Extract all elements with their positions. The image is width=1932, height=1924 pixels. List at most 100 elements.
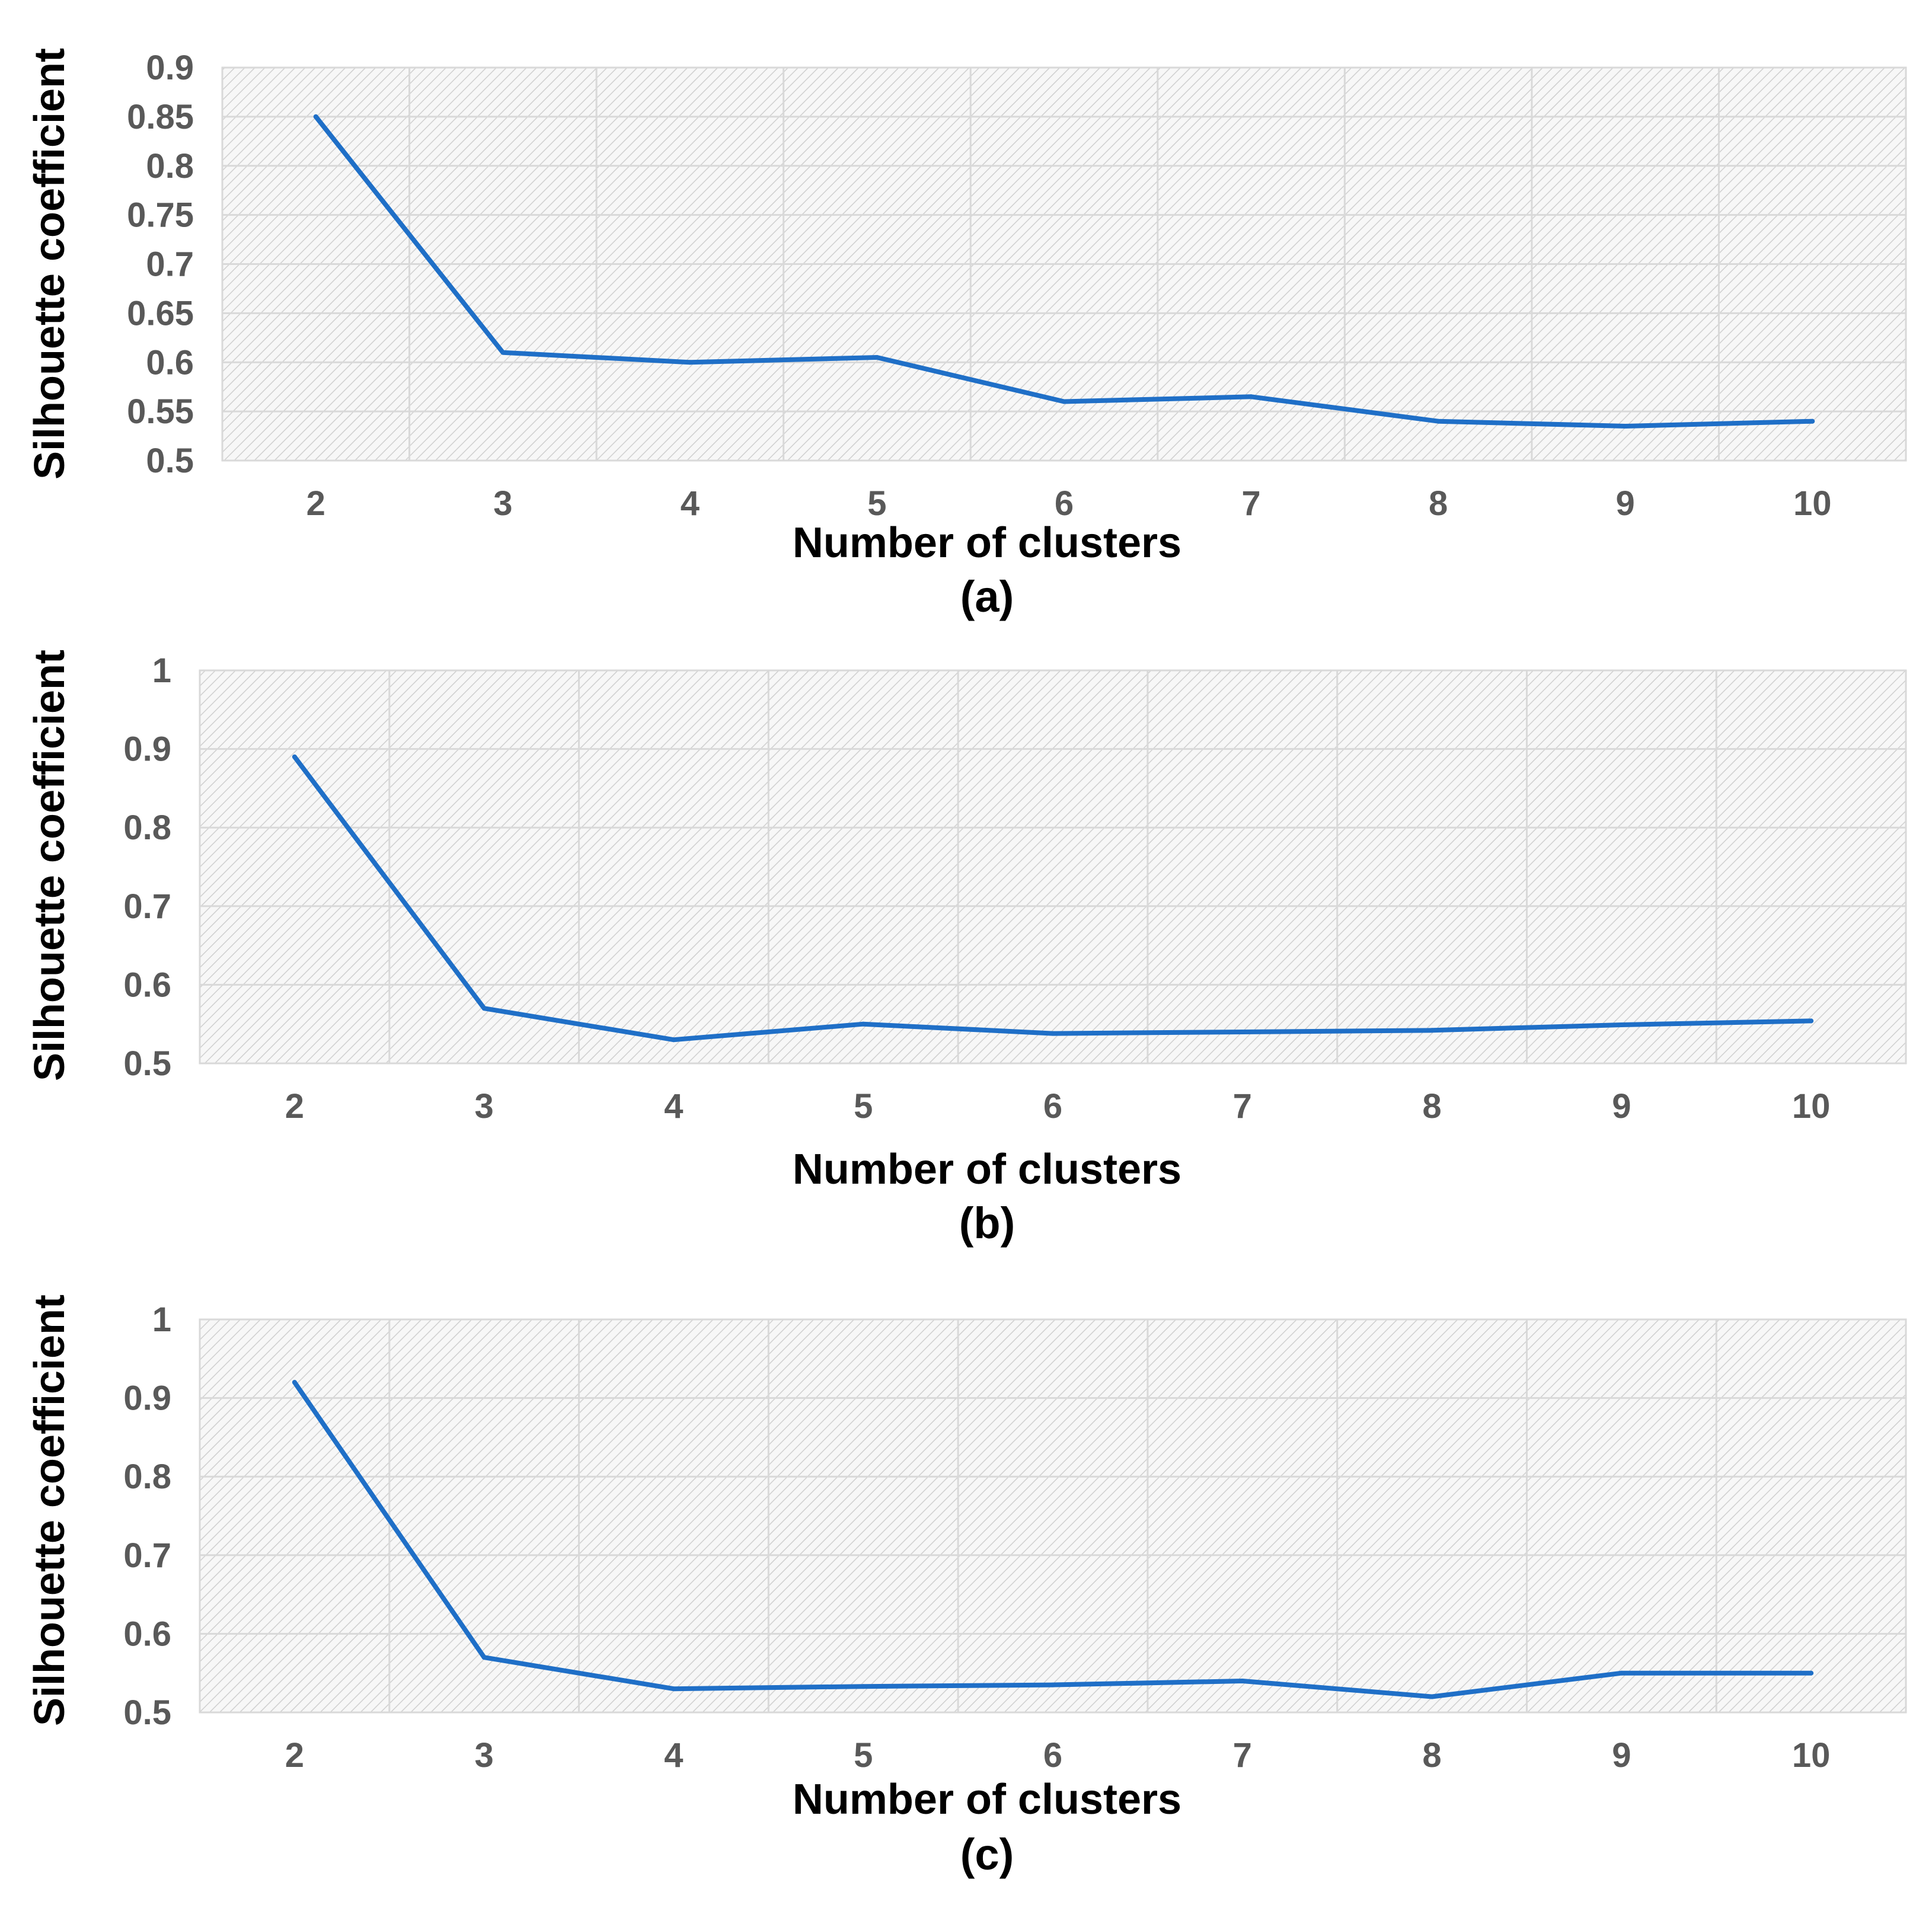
x-tick-label-a: 4 [681,484,700,523]
data-point-c [1809,1670,1814,1676]
y-tick-label-b: 0.6 [123,966,171,1004]
data-point-a [1062,399,1066,404]
x-tick-labels-a: 2 3 4 5 6 7 8 9 10 [306,484,1832,523]
x-tick-label-c: 9 [1612,1736,1631,1775]
data-point-b [861,1021,866,1027]
data-point-a [500,350,506,355]
x-tick-label-b: 8 [1422,1087,1441,1126]
data-point-a [1436,418,1441,424]
x-tick-label-c: 3 [475,1736,494,1775]
series-line-b [292,754,1814,1043]
y-axis-title-a: Silhouette coefficient [26,48,74,480]
data-point-c [481,1655,487,1660]
y-tick-label-b: 0.5 [123,1044,171,1083]
data-point-a [1248,394,1254,399]
data-point-b [1619,1022,1624,1028]
plot-area-c [200,1319,1906,1712]
y-tick-label-b: 0.7 [123,887,171,926]
x-tick-label-a: 3 [493,484,512,523]
data-point-a [1623,423,1628,429]
y-tick-label-a: 0.65 [127,294,194,333]
chart-panel-a: 0.5 0.55 0.6 0.65 0.7 0.75 0.8 0.85 0.9 2 3 4 5 6 7 8 9… [26,48,1907,621]
plot-area-b [200,670,1906,1063]
data-point-b [671,1037,676,1043]
data-point-c [1240,1678,1245,1683]
x-tick-label-b: 3 [475,1087,494,1126]
data-point-b [1429,1028,1435,1033]
data-point-b [1809,1018,1814,1024]
data-point-c [1429,1694,1435,1699]
x-tick-label-a: 9 [1616,484,1635,523]
panel-label-c: (c) [960,1830,1014,1879]
series-line-c [292,1380,1814,1699]
plot-border-b [199,669,1907,1065]
y-tick-label-c: 1 [152,1300,171,1339]
x-tick-label-c: 2 [285,1736,304,1775]
x-tick-label-c: 10 [1792,1736,1831,1775]
x-axis-title-b: Number of clusters [793,1146,1181,1193]
x-tick-label-b: 7 [1233,1087,1252,1126]
data-point-b [1050,1031,1055,1036]
x-tick-label-c: 5 [854,1736,873,1775]
x-tick-label-b: 2 [285,1087,304,1126]
y-tick-label-a: 0.6 [146,343,194,382]
data-point-a [874,354,880,360]
plot-border-c [199,1318,1907,1714]
y-tick-label-a: 0.9 [146,49,194,87]
data-point-a [313,114,318,119]
y-tick-label-a: 0.75 [127,196,194,235]
x-tick-label-b: 6 [1043,1087,1062,1126]
x-tick-label-c: 6 [1043,1736,1062,1775]
x-axis-title-a: Number of clusters [793,519,1181,567]
data-point-b [481,1006,487,1011]
x-tick-label-c: 4 [664,1736,683,1775]
y-tick-label-a: 0.5 [146,442,194,480]
panel-label-a: (a) [960,572,1014,621]
x-tick-label-a: 7 [1241,484,1260,523]
y-axis-title-b: Silhouette coefficient [26,650,74,1081]
series-line-a [313,114,1815,429]
x-tick-label-a: 2 [306,484,325,523]
y-tick-label-c: 0.9 [123,1379,171,1418]
data-point-c [861,1684,866,1689]
x-tick-label-b: 5 [854,1087,873,1126]
x-tick-label-a: 5 [867,484,886,523]
x-tick-labels-c: 2 3 4 5 6 7 8 9 10 [285,1736,1831,1775]
x-tick-label-c: 8 [1422,1736,1441,1775]
chart-panel-b: 0.5 0.6 0.7 0.8 0.9 1 2 3 4 5 6 7 8 9 10 Silhouette c… [26,650,1907,1248]
x-tick-label-a: 10 [1793,484,1832,523]
panel-label-b: (b) [959,1198,1016,1248]
y-tick-labels-a: 0.5 0.55 0.6 0.65 0.7 0.75 0.8 0.85 0.9 [127,49,194,480]
data-point-c [1050,1682,1055,1688]
y-tick-labels-c: 0.5 0.6 0.7 0.8 0.9 1 [123,1300,171,1732]
x-tick-label-a: 8 [1429,484,1448,523]
data-point-a [1810,418,1815,424]
x-tick-label-c: 7 [1233,1736,1252,1775]
data-point-c [292,1380,297,1385]
x-tick-label-a: 6 [1055,484,1074,523]
y-tick-labels-b: 0.5 0.6 0.7 0.8 0.9 1 [123,651,171,1083]
data-point-b [292,754,297,759]
data-point-c [671,1686,676,1692]
y-tick-label-b: 0.8 [123,808,171,847]
plot-border-a [221,66,1907,462]
y-tick-label-b: 0.9 [123,730,171,769]
y-tick-label-c: 0.5 [123,1693,171,1732]
data-point-b [1240,1029,1245,1034]
y-tick-label-a: 0.85 [127,98,194,136]
y-tick-label-c: 0.6 [123,1615,171,1653]
x-tick-label-b: 10 [1792,1087,1831,1126]
x-axis-title-c: Number of clusters [793,1776,1181,1823]
y-tick-label-a: 0.55 [127,392,194,431]
y-axis-title-c: Silhouette coefficient [26,1295,74,1726]
y-tick-label-c: 0.8 [123,1458,171,1496]
data-point-c [1619,1670,1624,1676]
x-tick-label-b: 9 [1612,1087,1631,1126]
vertical-grid-b [388,670,1717,1063]
data-point-a [687,360,692,365]
y-tick-label-a: 0.7 [146,245,194,284]
y-tick-label-b: 1 [152,651,171,690]
x-tick-labels-b: 2 3 4 5 6 7 8 9 10 [285,1087,1831,1126]
x-tick-label-b: 4 [664,1087,683,1126]
